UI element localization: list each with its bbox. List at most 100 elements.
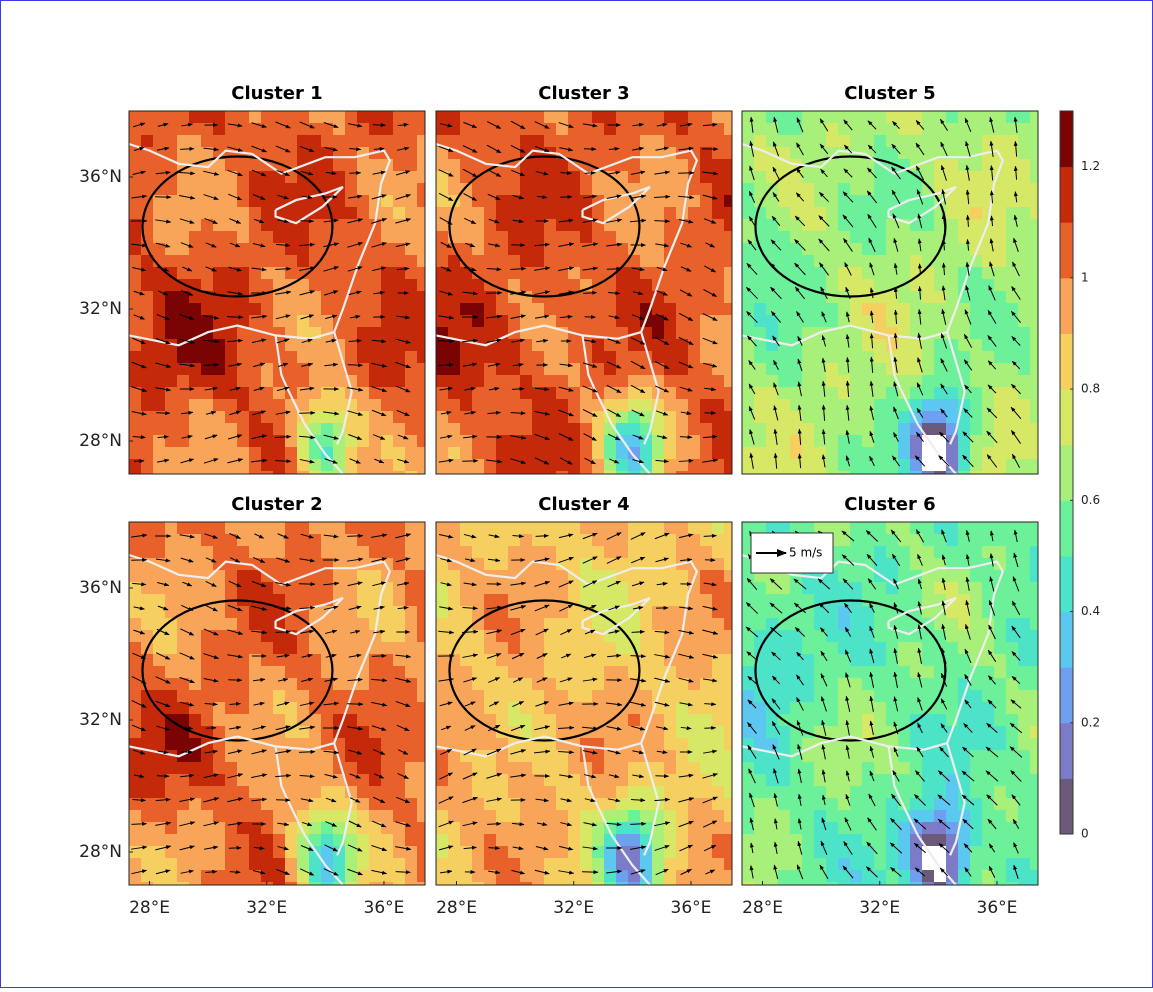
field-cell [724, 435, 737, 448]
field-cell [297, 666, 310, 679]
field-cell [237, 546, 250, 559]
field-cell [544, 690, 557, 703]
field-cell [165, 111, 178, 124]
field-cell [345, 714, 358, 727]
field-cell [934, 279, 947, 292]
field-cell [742, 447, 755, 460]
field-cell [568, 522, 581, 535]
field-cell [568, 846, 581, 859]
field-cell [436, 594, 449, 607]
field-cell [700, 279, 713, 292]
field-cell [285, 642, 298, 655]
field-cell [652, 231, 665, 244]
field-cell [405, 822, 418, 835]
field-cell [958, 471, 971, 484]
field-cell [213, 534, 226, 547]
field-cell [1030, 147, 1043, 160]
field-cell [520, 546, 533, 559]
field-cell [724, 195, 737, 208]
field-cell [592, 822, 605, 835]
field-cell [165, 399, 178, 412]
field-cell [814, 399, 827, 412]
field-cell [436, 183, 449, 196]
field-cell [189, 183, 202, 196]
field-cell [1018, 147, 1031, 160]
field-cell [532, 882, 545, 895]
field-cell [664, 534, 677, 547]
field-cell [790, 135, 803, 148]
field-cell [778, 459, 791, 472]
field-cell [484, 762, 497, 775]
field-cell [213, 618, 226, 631]
field-cell [874, 399, 887, 412]
field-cell [405, 882, 418, 895]
field-cell [766, 327, 779, 340]
field-cell [688, 714, 701, 727]
field-cell [724, 522, 737, 535]
field-cell [213, 846, 226, 859]
field-cell [970, 207, 983, 220]
field-cell [700, 546, 713, 559]
field-cell [862, 195, 875, 208]
field-cell [568, 618, 581, 631]
field-cell [616, 303, 629, 316]
field-cell [357, 183, 370, 196]
field-cell [850, 207, 863, 220]
field-cell [520, 339, 533, 352]
field-cell [712, 267, 725, 280]
field-cell [754, 423, 767, 436]
field-cell [484, 303, 497, 316]
field-cell [544, 447, 557, 460]
field-cell [970, 399, 983, 412]
field-cell [1018, 243, 1031, 256]
field-cell [369, 111, 382, 124]
field-cell [508, 447, 521, 460]
field-cell [249, 570, 262, 583]
field-cell [201, 375, 214, 388]
field-cell [802, 207, 815, 220]
field-cell [766, 375, 779, 388]
field-cell [676, 858, 689, 871]
field-cell [724, 387, 737, 400]
field-cell [886, 399, 899, 412]
field-cell [970, 123, 983, 136]
field-cell [520, 666, 533, 679]
field-cell [237, 219, 250, 232]
field-cell [436, 570, 449, 583]
field-cell [568, 147, 581, 160]
panel-title: Cluster 3 [538, 83, 629, 104]
field-cell [508, 207, 521, 220]
field-cell [544, 522, 557, 535]
field-cell [862, 546, 875, 559]
field-cell [592, 135, 605, 148]
field-cell [285, 882, 298, 895]
field-cell [982, 255, 995, 268]
field-cell [568, 786, 581, 799]
field-cell [345, 327, 358, 340]
field-cell [874, 363, 887, 376]
field-cell [357, 387, 370, 400]
field-cell [201, 690, 214, 703]
field-cell [640, 231, 653, 244]
field-cell [664, 522, 677, 535]
field-cell [592, 594, 605, 607]
field-cell [405, 534, 418, 547]
field-cell [357, 582, 370, 595]
field-cell [393, 231, 406, 244]
field-cell [862, 435, 875, 448]
field-cell [604, 351, 617, 364]
field-cell [141, 123, 154, 136]
field-cell [766, 351, 779, 364]
field-cell [568, 642, 581, 655]
field-cell [381, 762, 394, 775]
field-cell [472, 471, 485, 484]
field-cell [982, 279, 995, 292]
field-cell [910, 582, 923, 595]
wind-vector [486, 293, 502, 294]
field-cell [189, 267, 202, 280]
wind-vector [705, 560, 715, 561]
field-cell [153, 546, 166, 559]
field-cell [664, 351, 677, 364]
field-cell [165, 882, 178, 895]
field-cell [724, 834, 737, 847]
